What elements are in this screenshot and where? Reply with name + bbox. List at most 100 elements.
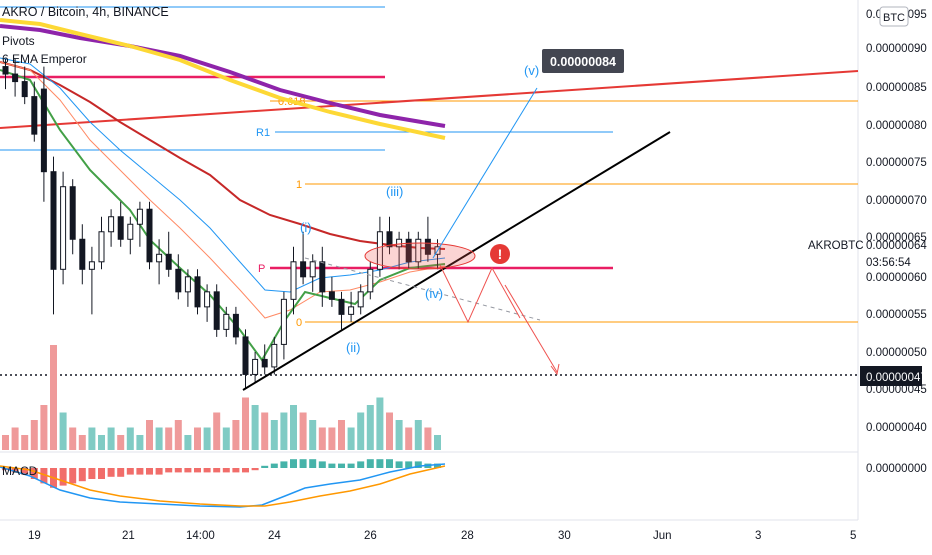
wave-v: (v) <box>524 63 539 78</box>
macd-histogram-bar <box>386 459 393 468</box>
volume-bar <box>98 435 105 450</box>
target-price-badge-text: 0.00000047 <box>866 372 927 384</box>
volume-bar <box>222 427 230 450</box>
price-label: 0.00000060 <box>866 272 927 284</box>
volume-bar <box>270 420 278 450</box>
price-label: 0.00000065 <box>866 232 927 244</box>
volume-bar <box>405 427 413 450</box>
candle-body <box>367 268 374 293</box>
candle-body <box>12 73 19 83</box>
candle-body <box>348 306 355 315</box>
macd-histogram-bar <box>107 468 115 477</box>
macd-histogram-bar <box>318 461 326 468</box>
time-label: Jun <box>653 530 672 542</box>
volume-bar <box>2 435 9 450</box>
target-callout[interactable]: 0.00000084 <box>542 49 624 73</box>
macd-histogram-bar <box>213 468 221 473</box>
volume-bar <box>21 435 29 450</box>
time-label: 26 <box>364 530 377 542</box>
volume-bar <box>395 420 403 450</box>
indicator-macd[interactable]: MACD <box>2 464 38 478</box>
candle-body <box>290 261 297 300</box>
time-label: 3 <box>755 530 761 542</box>
candle-body <box>194 276 201 308</box>
chart-title[interactable]: AKRO / Bitcoin, 4h, BINANCE <box>2 5 169 19</box>
macd-histogram-bar <box>21 468 29 475</box>
volume-bar <box>338 420 345 450</box>
volume-bar <box>88 427 96 450</box>
time-label: 14:00 <box>186 530 215 542</box>
warning-icon[interactable]: ! <box>490 244 510 264</box>
macd-histogram-bar <box>69 468 77 484</box>
volume-bar <box>414 420 422 450</box>
wave-ii: (ii) <box>346 340 360 355</box>
macd-histogram-bar <box>242 468 249 473</box>
candle-body <box>357 291 364 308</box>
volume-bar <box>107 427 115 450</box>
volume-bar <box>174 420 182 450</box>
projection-red-zigzag <box>439 264 521 324</box>
indicator-ema[interactable]: 6 EMA Emperor <box>2 52 87 66</box>
volume-bar <box>357 412 365 450</box>
volume-bar <box>184 435 192 450</box>
candle-body <box>280 298 287 345</box>
candle-body <box>396 238 403 248</box>
volume-bar <box>78 435 86 450</box>
macd-histogram-bar <box>414 461 422 468</box>
red-trendline <box>0 70 859 129</box>
label-fib-0: 0 <box>296 317 302 329</box>
candle-body <box>319 261 326 293</box>
currency-button[interactable]: BTC <box>879 6 909 27</box>
price-label: 0.00000045 <box>866 384 927 396</box>
macd-histogram-bar <box>357 461 365 468</box>
target-callout-box <box>542 49 624 73</box>
candle-body <box>223 313 230 330</box>
last-price-value: 0.00000064 <box>866 240 927 252</box>
candle-body <box>50 171 57 270</box>
time-label: 30 <box>558 530 571 542</box>
macd-histogram-bar <box>232 468 240 473</box>
price-label: 0.00000050 <box>866 347 927 359</box>
volume-bar <box>11 427 19 450</box>
volume-bar <box>136 435 144 450</box>
volume-bar <box>59 412 67 450</box>
candle-body <box>60 186 67 270</box>
candles-group <box>2 59 441 390</box>
ema-blue <box>0 57 446 293</box>
macd-histogram-bar <box>174 468 182 473</box>
volume-group <box>2 345 441 450</box>
label-r1: R1 <box>256 127 270 139</box>
indicator-pivots[interactable]: Pivots <box>2 34 35 48</box>
volume-bar <box>299 412 307 450</box>
macd-histogram-bar <box>40 468 48 484</box>
candle-body <box>376 231 383 270</box>
volume-bar <box>347 427 355 450</box>
projection-arrowhead <box>550 363 560 376</box>
volume-bar <box>242 397 249 450</box>
candle-body <box>204 291 211 308</box>
volume-bar <box>261 412 269 450</box>
candle-body <box>136 208 143 225</box>
target-callout-text: 0.00000084 <box>550 55 616 69</box>
time-label: 19 <box>28 530 41 542</box>
candle-body <box>252 358 259 375</box>
volume-bar <box>146 420 153 450</box>
time-label: 5 <box>850 530 856 542</box>
macd-zero-label: 0.00000000 <box>866 463 927 475</box>
macd-histogram-bar <box>261 465 269 468</box>
currency-button-label: BTC <box>883 12 905 24</box>
macd-histogram-bar <box>146 468 153 475</box>
candle-body <box>127 223 134 240</box>
macd-histogram-bar <box>88 468 96 479</box>
candle-body <box>213 291 220 330</box>
volume-bar <box>155 427 163 450</box>
volume-bar <box>213 412 221 450</box>
volume-bar <box>290 405 297 450</box>
volume-bar <box>126 427 134 450</box>
macd-histogram-bar <box>98 468 105 479</box>
time-axis[interactable]: 19 21 14:00 24 26 28 30 Jun 3 5 <box>28 530 856 542</box>
time-label: 28 <box>461 530 474 542</box>
candle-body <box>156 253 163 263</box>
